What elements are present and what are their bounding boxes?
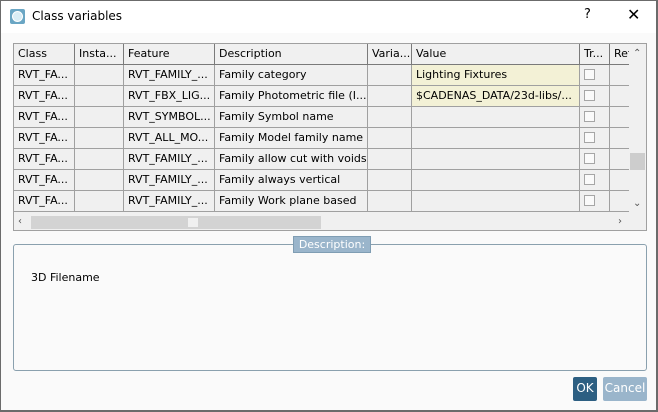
cell-variant[interactable]: [368, 107, 412, 128]
cell-feature[interactable]: RVT_FAMILY_...: [124, 149, 215, 170]
cell-value[interactable]: [412, 191, 580, 212]
cell-tr[interactable]: [580, 128, 610, 149]
table-row[interactable]: RVT_FA... RVT_FAMILY_... Family allow cut …: [14, 149, 635, 170]
cell-class[interactable]: RVT_FA...: [14, 128, 75, 149]
cell-value[interactable]: Lighting Fixtures: [412, 65, 580, 86]
horizontal-scroll-thumb[interactable]: [188, 218, 198, 227]
cell-class[interactable]: RVT_FA...: [14, 170, 75, 191]
cell-variant[interactable]: [368, 86, 412, 107]
description-legend: Description:: [293, 236, 371, 253]
cell-variant[interactable]: [368, 149, 412, 170]
cell-feature[interactable]: RVT_FAMILY_...: [124, 170, 215, 191]
cell-description[interactable]: Family always vertical: [215, 170, 368, 191]
cell-feature[interactable]: RVT_SYMBOL...: [124, 107, 215, 128]
column-header-5[interactable]: Value: [412, 44, 580, 65]
ok-button[interactable]: OK: [573, 377, 597, 401]
cell-class[interactable]: RVT_FA...: [14, 86, 75, 107]
column-header-1[interactable]: Insta...: [75, 44, 124, 65]
scroll-up-icon[interactable]: ⌃: [633, 48, 642, 59]
cell-description[interactable]: Family Symbol name: [215, 107, 368, 128]
checkbox[interactable]: [584, 69, 595, 80]
column-header-4[interactable]: Varia...: [368, 44, 412, 65]
table-row[interactable]: RVT_FA... RVT_ALL_MO... Family Model famil…: [14, 128, 635, 149]
description-group: [13, 244, 647, 371]
table-row[interactable]: RVT_FA... RVT_FAMILY_... Family Work plane…: [14, 191, 635, 212]
cell-class[interactable]: RVT_FA...: [14, 191, 75, 212]
column-header-0[interactable]: Class: [14, 44, 75, 65]
cell-feature[interactable]: RVT_FAMILY_...: [124, 191, 215, 212]
app-icon: [10, 9, 25, 24]
checkbox[interactable]: [584, 132, 595, 143]
table-row[interactable]: RVT_FA... RVT_SYMBOL... Family Symbol name: [14, 107, 635, 128]
cell-instance[interactable]: [75, 191, 124, 212]
table-row[interactable]: RVT_FA... RVT_FBX_LIG... Family Photometri…: [14, 86, 635, 107]
table-row[interactable]: RVT_FA... RVT_FAMILY_... Family always ver…: [14, 170, 635, 191]
cell-description[interactable]: Family Model family name: [215, 128, 368, 149]
cell-description[interactable]: Family allow cut with voids: [215, 149, 368, 170]
cell-tr[interactable]: [580, 65, 610, 86]
horizontal-scrollbar[interactable]: ‹ ›: [14, 214, 629, 230]
vertical-scroll-thumb[interactable]: [630, 153, 645, 170]
help-button[interactable]: ?: [584, 7, 591, 22]
vertical-scrollbar[interactable]: ⌃ ⌄: [629, 44, 646, 215]
cell-instance[interactable]: [75, 86, 124, 107]
close-button[interactable]: ✕: [627, 5, 641, 24]
description-text: 3D Filename: [31, 271, 100, 284]
window-title: Class variables: [32, 9, 123, 23]
cell-instance[interactable]: [75, 170, 124, 191]
cell-description[interactable]: Family Photometric file (I...: [215, 86, 368, 107]
cell-variant[interactable]: [368, 65, 412, 86]
column-header-6[interactable]: Tr...: [580, 44, 610, 65]
cell-feature[interactable]: RVT_FAMILY_...: [124, 65, 215, 86]
cell-variant[interactable]: [368, 191, 412, 212]
table-row[interactable]: RVT_FA... RVT_FAMILY_... Family category Li…: [14, 65, 635, 86]
cell-tr[interactable]: [580, 86, 610, 107]
variables-table: Class Insta... Feature Description Varia... V…: [13, 43, 647, 231]
cell-class[interactable]: RVT_FA...: [14, 107, 75, 128]
cell-feature[interactable]: RVT_ALL_MO...: [124, 128, 215, 149]
scroll-left-icon[interactable]: ‹: [18, 216, 22, 227]
cell-class[interactable]: RVT_FA...: [14, 65, 75, 86]
cell-variant[interactable]: [368, 128, 412, 149]
checkbox[interactable]: [584, 195, 595, 206]
checkbox[interactable]: [584, 153, 595, 164]
cell-variant[interactable]: [368, 170, 412, 191]
cell-value[interactable]: [412, 149, 580, 170]
cell-tr[interactable]: [580, 149, 610, 170]
cell-value[interactable]: [412, 170, 580, 191]
cell-tr[interactable]: [580, 170, 610, 191]
cancel-button[interactable]: Cancel: [603, 377, 647, 401]
cell-instance[interactable]: [75, 65, 124, 86]
cell-instance[interactable]: [75, 149, 124, 170]
cell-instance[interactable]: [75, 128, 124, 149]
checkbox[interactable]: [584, 90, 595, 101]
scroll-right-icon[interactable]: ›: [618, 216, 622, 227]
cell-instance[interactable]: [75, 107, 124, 128]
title-bar: Class variables ? ✕: [1, 1, 656, 33]
cell-description[interactable]: Family Work plane based: [215, 191, 368, 212]
cell-value[interactable]: [412, 128, 580, 149]
cell-value[interactable]: [412, 107, 580, 128]
checkbox[interactable]: [584, 174, 595, 185]
cell-feature[interactable]: RVT_FBX_LIG...: [124, 86, 215, 107]
cell-description[interactable]: Family category: [215, 65, 368, 86]
checkbox[interactable]: [584, 111, 595, 122]
cell-class[interactable]: RVT_FA...: [14, 149, 75, 170]
horizontal-scroll-track[interactable]: [31, 216, 321, 229]
column-header-2[interactable]: Feature: [124, 44, 215, 65]
column-header-3[interactable]: Description: [215, 44, 368, 65]
cell-tr[interactable]: [580, 107, 610, 128]
cell-value[interactable]: $CADENAS_DATA/23d-libs/...: [412, 86, 580, 107]
cell-tr[interactable]: [580, 191, 610, 212]
scroll-down-icon[interactable]: ⌄: [633, 198, 642, 209]
table-header: Class Insta... Feature Description Varia... V…: [14, 44, 635, 65]
